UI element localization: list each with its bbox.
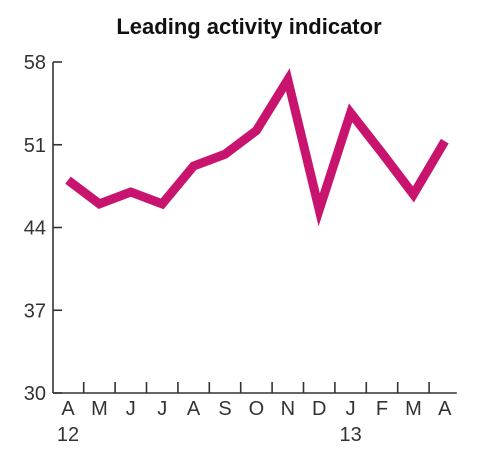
y-tick-label: 58 [24,52,46,74]
x-tick-label: M [91,398,108,420]
x-tick-label: S [218,398,231,420]
x-tick-label: J [157,398,167,420]
x-year-label: 12 [57,424,79,446]
y-tick-label: 30 [24,383,46,405]
x-tick-label: D [312,398,326,420]
x-tick-label: J [126,398,136,420]
x-tick-label: A [61,398,75,420]
x-tick-label: M [405,398,422,420]
x-tick-label: O [249,398,265,420]
y-tick-label: 51 [24,135,46,157]
x-tick-label: J [346,398,356,420]
plot-area [65,68,449,227]
x-tick-label: A [438,398,452,420]
x-tick-label: A [187,398,201,420]
x-tick-label: F [376,398,388,420]
y-tick-label: 37 [24,300,46,322]
x-tick-label: N [281,398,295,420]
x-axis: A M J J A S O N D J F M A12 13 [53,382,457,446]
y-axis: 30 37 44 51 58 [24,52,62,405]
x-year-label: 13 [339,424,361,446]
y-tick-label: 44 [24,218,46,240]
chart-title: Leading activity indicator [116,14,382,39]
series-line [65,68,449,227]
